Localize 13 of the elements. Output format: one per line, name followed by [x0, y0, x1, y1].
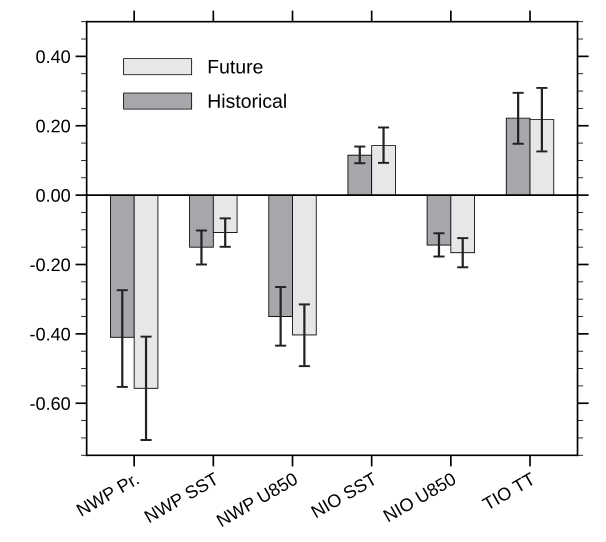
x-tick-label: NWP U850	[216, 472, 299, 527]
y-tick-label: -0.60	[30, 397, 70, 410]
legend-label: Historical	[208, 94, 286, 108]
x-tick-label: NIO SST	[310, 472, 378, 518]
y-tick-label: -0.40	[30, 328, 70, 341]
legend-label: Future	[208, 60, 263, 74]
y-tick-label: -0.20	[30, 258, 70, 272]
x-tick-label: TIO TT	[481, 472, 536, 511]
y-tick-label: 0.00	[36, 189, 70, 202]
y-tick-label: 0.20	[36, 120, 70, 132]
x-tick-label: NIO U850	[382, 472, 457, 522]
y-tick-label: 0.40	[36, 50, 70, 64]
x-tick-label: NWP Pr.	[76, 472, 140, 516]
